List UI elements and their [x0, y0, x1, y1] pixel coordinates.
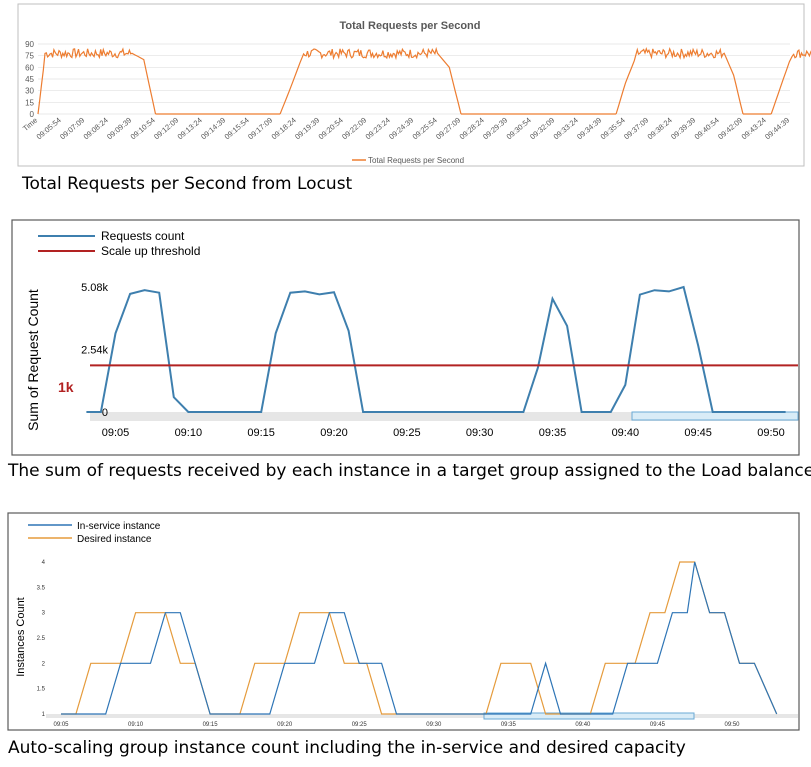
- instance-count-chart: In-service instance Desired instance Ins…: [7, 512, 800, 731]
- chart3-x-axis-band: [46, 714, 798, 718]
- chart3-range-selector[interactable]: [483, 712, 695, 720]
- chart3-legend-desired: Desired instance: [77, 534, 152, 545]
- chart1-series-line: [615, 46, 744, 115]
- chart1-series-line: [279, 46, 462, 115]
- chart2-y-ticks: 0 2.54k 5.08k: [81, 282, 108, 419]
- chart1-y-ticks: 0 15 30 45 60 75 90: [25, 40, 34, 119]
- chart2-legend: Requests count Scale up threshold: [38, 229, 200, 258]
- chart3-x-tick-label: 09:50: [724, 722, 740, 728]
- chart3-desired-line: [61, 561, 778, 715]
- chart1-y-tick-label: 15: [25, 98, 34, 107]
- chart2-y-axis-label: Sum of Request Count: [25, 289, 41, 431]
- chart1-series-line: [37, 47, 157, 115]
- chart3-x-tick-label: 09:45: [650, 722, 666, 728]
- chart1-y-tick-label: 60: [25, 63, 34, 72]
- chart3-y-tick-label: 2.5: [37, 636, 46, 642]
- chart2-y-tick-label: 0: [102, 407, 108, 419]
- chart3-y-ticks: 1 1.5 2 2.5 3 3.5 4: [37, 560, 46, 718]
- chart3-x-tick-label: 09:30: [426, 722, 442, 728]
- chart3-y-tick-label: 3: [42, 611, 46, 617]
- chart1-caption: Total Requests per Second from Locust: [22, 174, 353, 194]
- chart2-x-tick-label: 09:20: [320, 427, 348, 439]
- chart2-legend-requests: Requests count: [101, 229, 185, 243]
- chart2-x-tick-label: 09:35: [539, 427, 567, 439]
- chart2-series: [86, 285, 798, 413]
- chart1-y-tick-label: 30: [25, 87, 34, 96]
- locust-rps-chart: Total Requests per Second 0153045607590 …: [17, 3, 811, 167]
- chart1-y-tick-label: 0: [30, 110, 35, 119]
- chart1-series: [37, 46, 811, 115]
- chart1-y-tick-label: 45: [25, 75, 34, 84]
- chart3-y-tick-label: 4: [42, 560, 46, 566]
- chart2-requests-line: [86, 285, 786, 413]
- request-count-chart: Requests count Scale up threshold Sum of…: [11, 219, 800, 456]
- chart2-x-tick-label: 09:05: [102, 427, 130, 439]
- chart3-series: [61, 561, 778, 715]
- chart2-threshold-label: 1k: [58, 379, 74, 395]
- chart1-y-tick-label: 75: [25, 52, 34, 61]
- chart3-x-ticks: 09:05 09:10 09:15 09:20 09:25 09:30 09:35 09:40…: [53, 722, 740, 728]
- chart1-title: Total Requests per Second: [340, 20, 481, 32]
- chart3-y-tick-label: 1.5: [37, 687, 46, 693]
- chart3-y-tick-label: 2: [42, 661, 46, 667]
- chart1-series-line: [770, 48, 811, 115]
- chart3-y-axis-label: Instances Count: [15, 597, 27, 677]
- chart3-x-tick-label: 09:25: [352, 722, 368, 728]
- chart2-x-ticks: 09:05 09:10 09:15 09:20 09:25 09:30 09:35 09:40…: [102, 427, 785, 439]
- chart3-x-tick-label: 09:15: [203, 722, 219, 728]
- chart2-x-tick-label: 09:30: [466, 427, 494, 439]
- chart1-legend-label: Total Requests per Second: [368, 156, 464, 165]
- chart3-y-tick-label: 1: [42, 712, 46, 718]
- chart3-y-tick-label: 3.5: [37, 585, 46, 591]
- chart3-x-tick-label: 09:10: [128, 722, 144, 728]
- chart3-caption: Auto-scaling group instance count includ…: [8, 738, 686, 758]
- chart2-y-tick-label: 2.54k: [81, 345, 108, 357]
- chart2-y-tick-label: 5.08k: [81, 282, 108, 294]
- chart3-legend: In-service instance Desired instance: [28, 521, 161, 545]
- chart3-x-tick-label: 09:20: [277, 722, 293, 728]
- chart2-caption: The sum of requests received by each ins…: [8, 461, 811, 481]
- chart1-legend: Total Requests per Second: [352, 156, 464, 165]
- chart2-x-tick-label: 09:15: [247, 427, 275, 439]
- chart2-x-tick-label: 09:10: [175, 427, 203, 439]
- chart1-y-tick-label: 90: [25, 40, 34, 49]
- chart2-legend-threshold: Scale up threshold: [101, 244, 200, 258]
- chart3-legend-inservice: In-service instance: [77, 521, 161, 532]
- chart2-x-tick-label: 09:45: [684, 427, 712, 439]
- chart3-frame: [7, 512, 800, 731]
- chart3-inservice-line: [61, 561, 778, 715]
- chart3-x-tick-label: 09:35: [501, 722, 517, 728]
- chart3-x-tick-label: 09:05: [53, 722, 69, 728]
- chart2-x-tick-label: 09:50: [757, 427, 785, 439]
- chart2-x-tick-label: 09:25: [393, 427, 421, 439]
- chart2-x-axis-band: [90, 412, 798, 421]
- chart3-x-tick-label: 09:40: [575, 722, 591, 728]
- chart2-x-tick-label: 09:40: [612, 427, 640, 439]
